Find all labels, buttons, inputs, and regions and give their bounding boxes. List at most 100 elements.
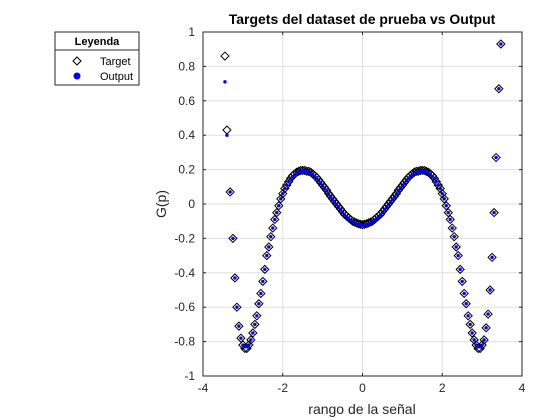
target-point xyxy=(280,183,290,194)
output-point xyxy=(396,189,401,193)
target-point xyxy=(487,252,497,263)
output-point xyxy=(442,197,446,201)
output-point xyxy=(336,205,341,210)
target-point xyxy=(435,183,445,194)
output-point xyxy=(494,155,498,160)
output-point xyxy=(448,217,452,222)
output-point xyxy=(392,195,397,199)
y-tick-label: -0.6 xyxy=(174,300,195,314)
output-point xyxy=(322,186,327,191)
x-tick-labels: -4 -2 0 2 4 xyxy=(198,381,526,395)
target-point xyxy=(254,299,264,309)
output-point xyxy=(271,226,275,230)
output-point xyxy=(440,191,444,196)
output-point xyxy=(223,80,227,84)
target-point xyxy=(455,264,465,275)
output-point xyxy=(464,302,468,306)
output-point xyxy=(285,183,289,187)
target-point xyxy=(415,165,426,176)
output-point xyxy=(228,190,232,194)
output-point xyxy=(320,184,325,188)
output-point xyxy=(382,208,387,212)
output-point xyxy=(233,276,237,280)
output-point xyxy=(259,291,263,296)
target-point xyxy=(453,250,463,261)
target-point xyxy=(437,188,447,199)
output-point xyxy=(324,189,329,193)
target-point xyxy=(465,319,475,330)
output-point xyxy=(472,338,476,342)
x-axis-label: rango de la señal xyxy=(308,401,415,417)
output-point xyxy=(281,191,285,196)
output-point xyxy=(251,331,255,335)
x-tick-label: 4 xyxy=(519,381,526,395)
output-point xyxy=(269,234,273,239)
chart-title: Targets del dataset de prueba vs Output xyxy=(229,11,496,27)
output-point xyxy=(394,192,399,197)
target-point xyxy=(494,84,504,94)
output-point xyxy=(247,343,251,347)
output-point xyxy=(402,181,407,186)
output-point xyxy=(289,177,293,181)
output-point xyxy=(499,42,503,46)
output-point xyxy=(267,245,271,249)
output-point xyxy=(275,210,279,215)
target-point xyxy=(274,201,284,211)
target-point xyxy=(483,309,493,319)
output-point xyxy=(436,183,440,187)
target-point xyxy=(246,335,256,345)
output-point xyxy=(277,204,281,208)
target-point xyxy=(463,311,473,321)
output-point xyxy=(466,314,470,318)
target-point xyxy=(220,51,230,61)
output-point xyxy=(263,267,267,272)
output-point xyxy=(398,186,403,191)
output-point xyxy=(287,179,291,184)
output-point xyxy=(283,186,287,191)
output-point xyxy=(279,197,283,201)
target-point xyxy=(469,335,479,345)
target-point xyxy=(439,194,449,204)
target-point xyxy=(433,180,443,190)
target-point xyxy=(268,223,278,233)
target-point xyxy=(266,231,276,242)
output-point xyxy=(332,200,337,204)
x-tick-label: -4 xyxy=(198,381,209,395)
target-point xyxy=(258,276,268,287)
output-point xyxy=(239,336,243,340)
y-tick-label: 0.6 xyxy=(178,94,195,108)
target-point xyxy=(252,311,262,321)
target-point xyxy=(260,264,270,275)
output-point xyxy=(334,203,339,207)
output-point xyxy=(434,179,438,184)
target-point xyxy=(225,187,235,197)
output-point xyxy=(468,322,472,327)
target-point xyxy=(447,223,457,233)
target-point xyxy=(248,328,258,338)
output-point xyxy=(480,343,484,347)
output-point xyxy=(486,312,490,316)
y-tick-label: 0.2 xyxy=(178,163,195,177)
y-tick-label: 0.8 xyxy=(178,59,195,73)
output-point xyxy=(257,302,261,306)
output-point xyxy=(231,236,235,241)
output-point xyxy=(497,87,501,91)
target-point xyxy=(264,242,274,252)
output-point xyxy=(314,176,319,180)
target-point xyxy=(270,214,280,225)
x-tick-label: 0 xyxy=(359,381,366,395)
target-point xyxy=(451,242,461,252)
output-point xyxy=(454,245,458,249)
output-point xyxy=(237,324,241,328)
target-point xyxy=(234,321,244,331)
output-point xyxy=(318,181,323,186)
output-point xyxy=(380,210,385,215)
y-tick-label: 0.4 xyxy=(178,128,195,142)
output-point xyxy=(316,179,321,183)
target-point xyxy=(262,250,272,261)
target-point xyxy=(441,201,451,211)
output-point xyxy=(273,217,277,222)
target-point xyxy=(496,39,506,49)
target-point xyxy=(232,302,242,312)
